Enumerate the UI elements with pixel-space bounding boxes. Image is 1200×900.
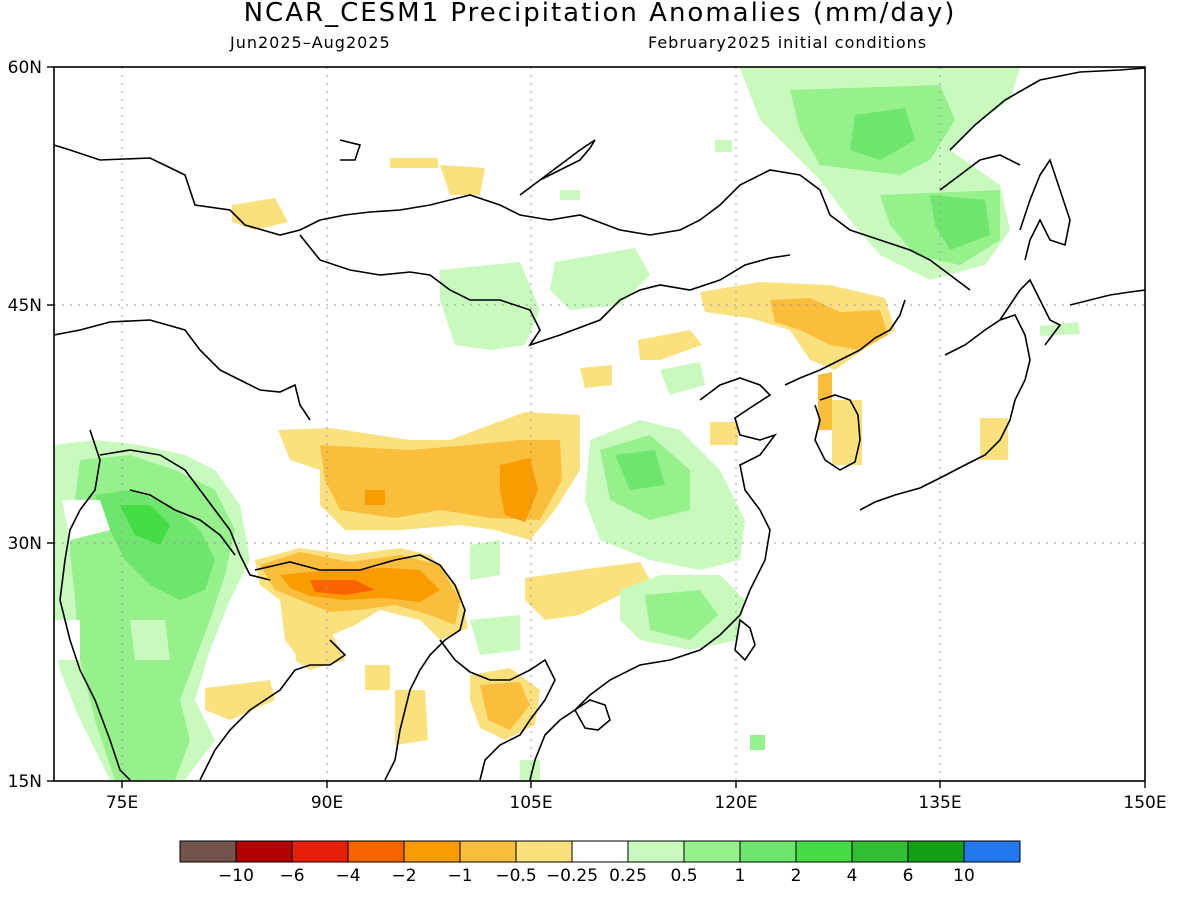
colorbar-label: 6 xyxy=(903,866,914,886)
colorbar-label: 10 xyxy=(953,866,975,886)
colorbar-label: 2 xyxy=(791,866,802,886)
colorbar-swatch xyxy=(907,840,965,863)
colorbar-label: 1 xyxy=(735,866,746,886)
colorbar-label: −0.25 xyxy=(546,866,598,886)
colorbar-label: −10 xyxy=(218,866,254,886)
colorbar-label: −0.5 xyxy=(495,866,536,886)
colorbar-swatch xyxy=(683,840,741,863)
lat-label-45n: 45N xyxy=(8,296,42,316)
colorbar-label: −1 xyxy=(447,866,472,886)
colorbar-swatch xyxy=(571,840,629,863)
map-frame xyxy=(53,66,1146,782)
colorbar-label: −6 xyxy=(279,866,304,886)
colorbar-label: 4 xyxy=(847,866,858,886)
colorbar-swatch xyxy=(515,840,573,863)
colorbar-swatch xyxy=(403,840,461,863)
colorbar-swatch xyxy=(963,840,1021,863)
colorbar-label: −4 xyxy=(335,866,360,886)
lon-label-75e: 75E xyxy=(106,793,138,813)
lat-label-60n: 60N xyxy=(8,58,42,78)
colorbar-label: 0.25 xyxy=(609,866,647,886)
colorbar-swatch xyxy=(795,840,853,863)
lon-label-150e: 150E xyxy=(1123,793,1166,813)
colorbar-swatch xyxy=(851,840,909,863)
colorbar-swatch xyxy=(459,840,517,863)
colorbar-swatch xyxy=(235,840,293,863)
colorbar-swatch xyxy=(179,840,237,863)
colorbar-label: −2 xyxy=(391,866,416,886)
lat-label-30n: 30N xyxy=(8,534,42,554)
lon-label-120e: 120E xyxy=(714,793,757,813)
anomaly-field xyxy=(54,68,1080,780)
graticule xyxy=(54,67,1145,781)
colorbar-swatch xyxy=(739,840,797,863)
lon-label-90e: 90E xyxy=(311,793,343,813)
colorbar-label: 0.5 xyxy=(670,866,697,886)
period-subtitle: Jun2025–Aug2025 xyxy=(230,33,391,52)
initial-conditions-subtitle: February2025 initial conditions xyxy=(648,33,928,52)
axis-ticks xyxy=(47,66,1146,788)
coastlines xyxy=(54,67,1145,781)
lat-label-15n: 15N xyxy=(8,772,42,792)
lon-label-105e: 105E xyxy=(509,793,552,813)
colorbar-swatch xyxy=(627,840,685,863)
lon-label-135e: 135E xyxy=(918,793,961,813)
colorbar-swatch xyxy=(347,840,405,863)
colorbar: −10 −6 −4 −2 −1 −0.5 −0.25 0.25 0.5 1 2 4 6 10 xyxy=(179,840,1021,886)
map-title: NCAR_CESM1 Precipitation Anomalies (mm/d… xyxy=(243,0,957,28)
colorbar-swatch xyxy=(291,840,349,863)
